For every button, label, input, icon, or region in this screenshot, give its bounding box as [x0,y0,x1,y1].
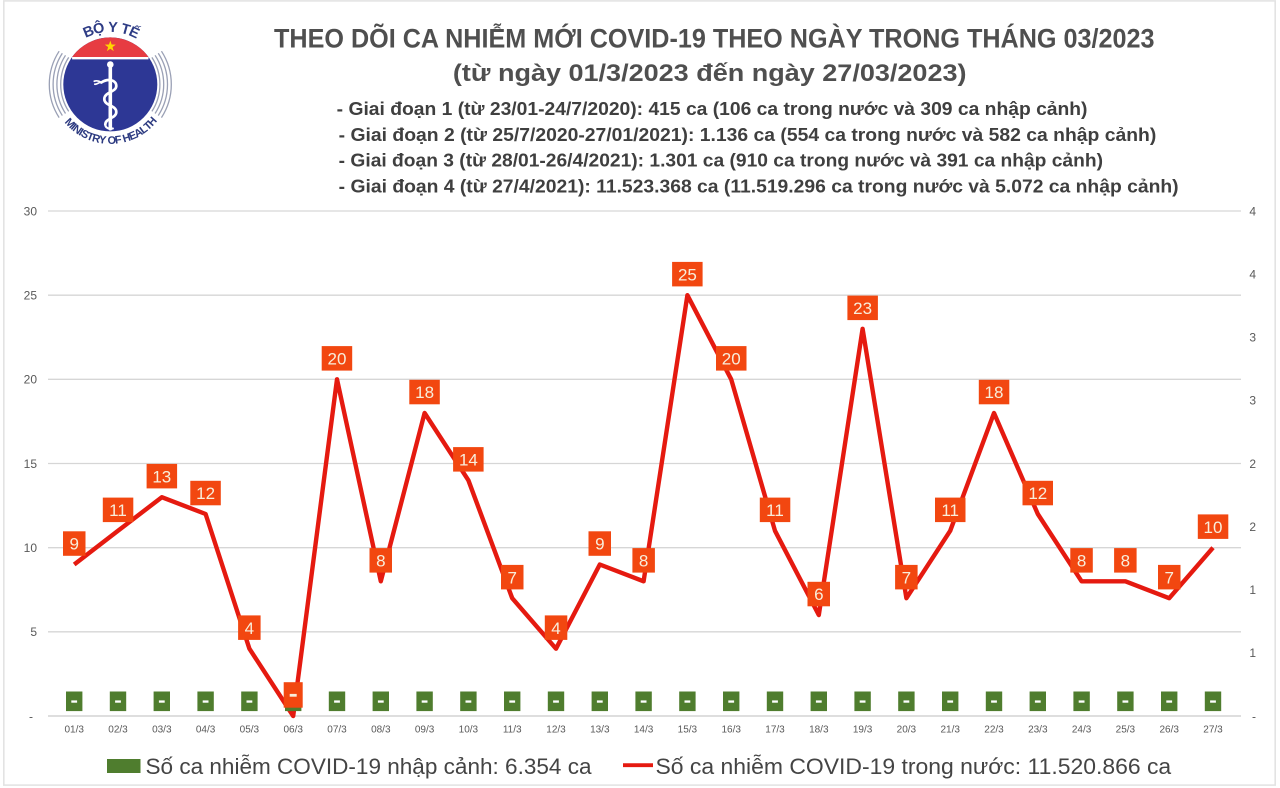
svg-text:- Giai đoạn 4 (từ 27/4/2021):: - Giai đoạn 4 (từ 27/4/2021): 11.523.368… [339,175,1179,196]
svg-text:Y: Y [98,134,108,147]
svg-text:25: 25 [24,289,38,303]
svg-text:2: 2 [1249,457,1256,471]
svg-text:R: R [91,132,102,146]
svg-text:15: 15 [24,457,38,471]
svg-text:8: 8 [376,551,385,570]
svg-text:6: 6 [814,585,823,604]
svg-text:08/3: 08/3 [371,724,391,735]
svg-text:4: 4 [1249,204,1256,218]
svg-text:4: 4 [245,619,254,638]
svg-text:10: 10 [1204,518,1223,537]
svg-text:1: 1 [1249,583,1256,597]
svg-text:T: T [119,21,132,39]
svg-text:7: 7 [507,568,516,587]
svg-text:05/3: 05/3 [240,724,260,735]
svg-text:-: - [1252,709,1256,723]
svg-text:25: 25 [678,265,697,284]
svg-text:I: I [68,122,78,133]
svg-text:24/3: 24/3 [1072,724,1092,735]
svg-text:-: - [29,709,33,723]
svg-text:20: 20 [328,349,347,368]
svg-text:Ộ: Ộ [91,18,106,38]
svg-text:Y: Y [108,20,119,36]
svg-text:9: 9 [595,535,604,554]
svg-text:27/3: 27/3 [1203,724,1223,735]
svg-text:S: S [79,128,91,142]
svg-text:11: 11 [109,501,127,520]
svg-text:04/3: 04/3 [196,724,216,735]
svg-text:15/3: 15/3 [678,724,698,735]
svg-text:12: 12 [1028,484,1047,503]
svg-text:12/3: 12/3 [546,724,566,735]
svg-text:30: 30 [24,204,38,218]
svg-text:14: 14 [459,450,478,469]
svg-text:09/3: 09/3 [415,724,435,735]
svg-text:06/3: 06/3 [283,724,303,735]
svg-text:4: 4 [551,619,560,638]
svg-text:1: 1 [1249,646,1256,660]
svg-text:T: T [85,130,96,144]
svg-text:23/3: 23/3 [1028,724,1048,735]
svg-text:- Giai đoạn 1 (từ 23/01-24/7/2: - Giai đoạn 1 (từ 23/01-24/7/2020): 415 … [337,98,1088,119]
svg-text:20: 20 [722,349,741,368]
svg-text:7: 7 [1164,568,1173,587]
svg-text:2: 2 [1249,520,1256,534]
svg-text:- Giai đoạn 3 (từ 28/01-26/4/2: - Giai đoạn 3 (từ 28/01-26/4/2021): 1.30… [339,150,1103,171]
svg-text:3: 3 [1249,331,1256,345]
svg-text:19/3: 19/3 [853,724,873,735]
svg-text:I: I [76,127,85,139]
svg-text:7: 7 [902,568,911,587]
svg-text:Số ca nhiễm COVID-19 nhập cảnh: Số ca nhiễm COVID-19 nhập cảnh: 6.354 ca [146,754,593,779]
svg-text:18: 18 [415,383,434,402]
svg-text:E: E [127,129,139,143]
svg-text:(từ ngày 01/3/2023 đến ngày 27: (từ ngày 01/3/2023 đến ngày 27/03/2023) [453,60,967,87]
svg-text:Số ca nhiễm COVID-19 trong nướ: Số ca nhiễm COVID-19 trong nước: 11.520.… [656,754,1172,779]
svg-text:11/3: 11/3 [503,724,522,735]
svg-text:10: 10 [24,541,38,555]
svg-text:07/3: 07/3 [327,724,347,735]
svg-text:18: 18 [985,383,1004,402]
svg-text:O: O [107,135,116,147]
svg-text:20/3: 20/3 [897,724,917,735]
svg-text:18/3: 18/3 [809,724,829,735]
svg-text:11: 11 [766,501,784,520]
svg-text:3: 3 [1249,394,1256,408]
svg-text:5: 5 [30,625,37,639]
svg-text:8: 8 [639,551,648,570]
svg-text:16/3: 16/3 [721,724,741,735]
svg-text:23: 23 [853,299,872,318]
svg-text:02/3: 02/3 [108,724,128,735]
svg-text:10/3: 10/3 [459,724,479,735]
svg-text:8: 8 [1121,551,1130,570]
svg-text:8: 8 [1077,551,1086,570]
svg-text:THEO DÕI CA NHIỄM MỚI COVID-19: THEO DÕI CA NHIỄM MỚI COVID-19 THEO NGÀY… [274,23,1155,53]
svg-text:22/3: 22/3 [984,724,1004,735]
svg-text:H: H [121,132,132,146]
svg-text:- Giai đoạn 2 (từ 25/7/2020-27: - Giai đoạn 2 (từ 25/7/2020-27/01/2021):… [339,124,1157,145]
svg-text:4: 4 [1249,267,1256,281]
svg-text:20: 20 [24,373,38,387]
svg-text:9: 9 [69,535,78,554]
svg-text:13/3: 13/3 [590,724,610,735]
svg-text:14/3: 14/3 [634,724,654,735]
svg-text:17/3: 17/3 [765,724,785,735]
svg-text:25/3: 25/3 [1116,724,1136,735]
svg-text:01/3: 01/3 [64,724,84,735]
svg-text:03/3: 03/3 [152,724,172,735]
svg-text:13: 13 [152,467,171,486]
svg-text:12: 12 [196,484,215,503]
svg-text:11: 11 [941,501,959,520]
svg-text:26/3: 26/3 [1159,724,1179,735]
svg-text:F: F [114,134,123,147]
svg-text:21/3: 21/3 [940,724,960,735]
